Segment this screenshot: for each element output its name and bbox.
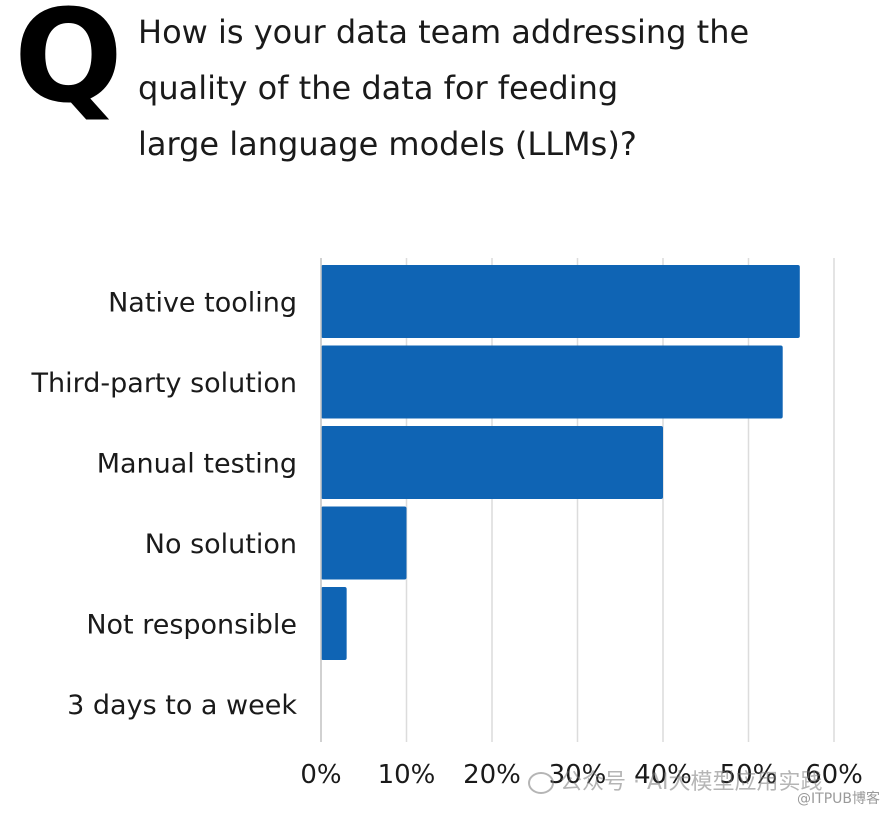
x-tick-label: 50% (720, 760, 778, 790)
bar-3 (321, 506, 407, 580)
x-tick-label: 40% (634, 760, 692, 790)
x-tick-label: 60% (805, 760, 863, 790)
category-label: Third-party solution (31, 368, 297, 399)
x-tick-label: 10% (378, 760, 436, 790)
watermark-text: 公众号 · AI大模型应用实践 (560, 770, 823, 795)
category-label: Manual testing (97, 449, 297, 480)
x-tick-label: 30% (549, 760, 607, 790)
q-mark: Q (14, 0, 123, 132)
x-tick-label: 20% (463, 760, 521, 790)
wechat-icon (528, 772, 554, 794)
question-title: How is your data team addressing the qua… (138, 13, 750, 163)
bar-2 (321, 426, 663, 499)
category-label: Not responsible (86, 610, 297, 641)
bar-1 (321, 345, 783, 419)
bar-4 (321, 587, 347, 660)
x-tick-label: 0% (300, 760, 341, 790)
category-label: Native tooling (108, 288, 297, 319)
credit-label: @ITPUB博客 (797, 791, 880, 807)
category-label: No solution (145, 529, 297, 560)
bar-0 (321, 265, 800, 338)
category-label: 3 days to a week (67, 690, 297, 721)
watermark: 公众号 · AI大模型应用实践 (528, 764, 823, 796)
